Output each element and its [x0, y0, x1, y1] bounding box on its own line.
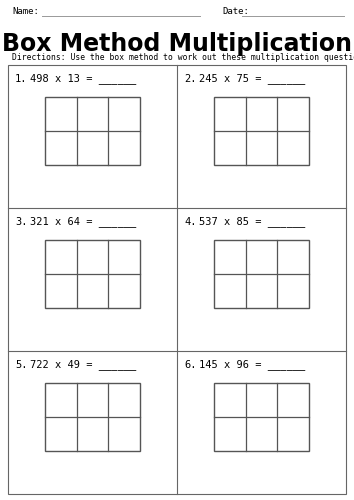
Text: 722 x 49 = ______: 722 x 49 = ______	[30, 360, 136, 370]
Text: Box Method Multiplication: Box Method Multiplication	[2, 32, 352, 56]
Text: 6.: 6.	[184, 360, 196, 370]
Bar	[214, 240, 309, 308]
Bar	[45, 97, 140, 165]
Text: 5.: 5.	[15, 360, 28, 370]
Text: 3.: 3.	[15, 217, 28, 227]
Text: Date:: Date:	[222, 7, 249, 16]
Text: 2.: 2.	[184, 74, 196, 84]
Text: 321 x 64 = ______: 321 x 64 = ______	[30, 216, 136, 228]
Bar	[214, 97, 309, 165]
Text: Directions: Use the box method to work out these multiplication questions.: Directions: Use the box method to work o…	[12, 54, 354, 62]
Text: 245 x 75 = ______: 245 x 75 = ______	[199, 74, 305, 85]
Bar	[8, 65, 346, 494]
Text: 1.: 1.	[15, 74, 28, 84]
Text: 537 x 85 = ______: 537 x 85 = ______	[199, 216, 305, 228]
Text: 145 x 96 = ______: 145 x 96 = ______	[199, 360, 305, 370]
Bar	[45, 240, 140, 308]
Text: 498 x 13 = ______: 498 x 13 = ______	[30, 74, 136, 85]
Bar	[45, 383, 140, 451]
Bar	[214, 383, 309, 451]
Text: 4.: 4.	[184, 217, 196, 227]
Text: Name:: Name:	[12, 7, 39, 16]
